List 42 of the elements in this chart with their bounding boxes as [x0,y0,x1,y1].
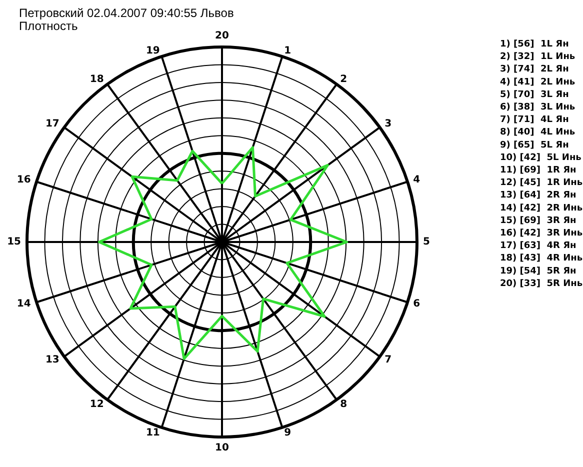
text: 9) [65] 5L Ян [500,140,569,150]
text: 7) [71] 4L Ян [500,115,569,126]
text: 16) [42] 3R Инь [500,228,583,238]
spoke-label: 5 [423,236,430,248]
spoke-label: 4 [413,174,420,186]
spoke-label: 14 [16,298,31,310]
spoke-label: 19 [146,45,160,56]
text: 10) [42] 5L Инь [500,152,582,163]
text: 14) [42] 2R Инь [500,203,583,214]
text: 6) [38] 3L Инь [500,102,576,112]
spoke-label: 1 [284,45,292,56]
spoke-label: 20 [215,30,229,42]
spoke-label: 6 [413,298,420,310]
spoke-label: 8 [340,399,348,410]
text: 8) [40] 4L Инь [500,128,576,138]
spoke-label: 3 [384,118,392,130]
text: 11) [69] 1R Ян [500,166,576,176]
chart-title: Петровский 02.04.2007 09:40:55 Львов [19,6,234,20]
spoke-label: 16 [16,174,31,186]
text: 5) [70] 3L Ян [500,90,569,100]
spoke-label: 11 [146,428,160,439]
spoke-label: 12 [90,399,104,410]
text: 15) [69] 3R Ян [500,216,576,226]
text: 1) [56] 1L Ян [500,40,569,50]
spoke-label: 2 [340,74,348,85]
text: 17) [63] 4R Ян [500,241,576,252]
text: 13) [64] 2R Ян [500,190,576,201]
chart-subtitle: Плотность [19,19,78,33]
spoke-label: 15 [7,236,22,248]
spoke-label: 10 [215,442,229,454]
text: 4) [41] 2L Инь [500,77,576,88]
spoke-label: 18 [90,74,104,85]
text: 3) [74] 2L Ян [500,64,569,75]
text: 18) [43] 4R Инь [500,254,583,264]
spoke-label: 17 [45,118,60,130]
spoke-label: 7 [384,354,392,366]
text: 19) [54] 5R Ян [500,266,576,276]
text: 20) [33] 5R Инь [500,278,583,289]
spoke-label: 13 [45,354,60,366]
text: 2) [32] 1L Инь [500,52,576,62]
text: 12) [45] 1R Инь [500,178,583,188]
spoke-label: 9 [284,428,292,439]
